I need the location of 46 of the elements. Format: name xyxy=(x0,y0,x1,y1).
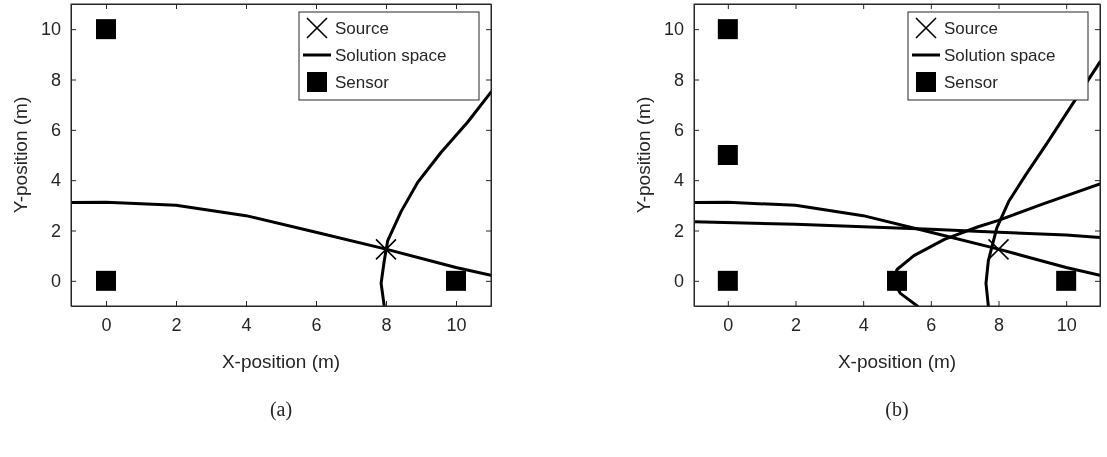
y-tick-label: 0 xyxy=(673,271,684,292)
legend-label: Sensor xyxy=(944,73,999,92)
x-tick-label: 10 xyxy=(1056,314,1077,335)
point xyxy=(446,270,466,291)
y-tick-label: 2 xyxy=(50,220,61,241)
point xyxy=(717,19,738,40)
y-tick-label: 8 xyxy=(50,69,61,90)
x-tick-label: 4 xyxy=(858,314,869,335)
y-axis-title: Y-position (m) xyxy=(10,96,31,214)
legend-label: Solution space xyxy=(335,46,447,65)
point xyxy=(987,238,1010,261)
x-axis-title: X-position (m) xyxy=(221,351,341,372)
y-tick-label: 10 xyxy=(40,19,61,40)
x-axis-title: X-position (m) xyxy=(837,351,957,372)
legend-label: Solution space xyxy=(944,46,1056,65)
x-tick-label: 0 xyxy=(101,314,112,335)
text: (a) xyxy=(269,398,293,421)
x-tick-label: 0 xyxy=(723,314,734,335)
y-tick-label: 8 xyxy=(673,69,684,90)
y-axis-title: Y-position (m) xyxy=(633,96,654,214)
x-tick-label: 8 xyxy=(381,314,392,335)
x-tick-label: 6 xyxy=(926,314,937,335)
x-tick-label: 2 xyxy=(171,314,182,335)
x-tick-label: 4 xyxy=(241,314,252,335)
legend-label: Sensor xyxy=(335,73,390,92)
y-tick-label: 0 xyxy=(50,271,61,292)
legend-label: Source xyxy=(335,19,389,38)
legend-label: Source xyxy=(944,19,998,38)
y-tick-label: 6 xyxy=(50,120,61,141)
point xyxy=(96,270,116,291)
point xyxy=(375,238,397,261)
y-tick-label: 2 xyxy=(673,220,684,241)
point xyxy=(1056,270,1077,291)
x-tick-label: 8 xyxy=(993,314,1005,335)
y-tick-label: 4 xyxy=(50,170,61,191)
point xyxy=(717,270,738,291)
point xyxy=(96,19,116,40)
x-tick-label: 2 xyxy=(790,314,802,335)
point xyxy=(887,270,907,291)
x-tick-label: 6 xyxy=(311,314,322,335)
x-tick-label: 10 xyxy=(446,314,467,335)
point xyxy=(717,145,738,165)
y-tick-label: 4 xyxy=(673,170,684,191)
text: (b) xyxy=(885,398,909,421)
y-tick-label: 10 xyxy=(663,19,684,40)
y-tick-label: 6 xyxy=(673,120,684,141)
